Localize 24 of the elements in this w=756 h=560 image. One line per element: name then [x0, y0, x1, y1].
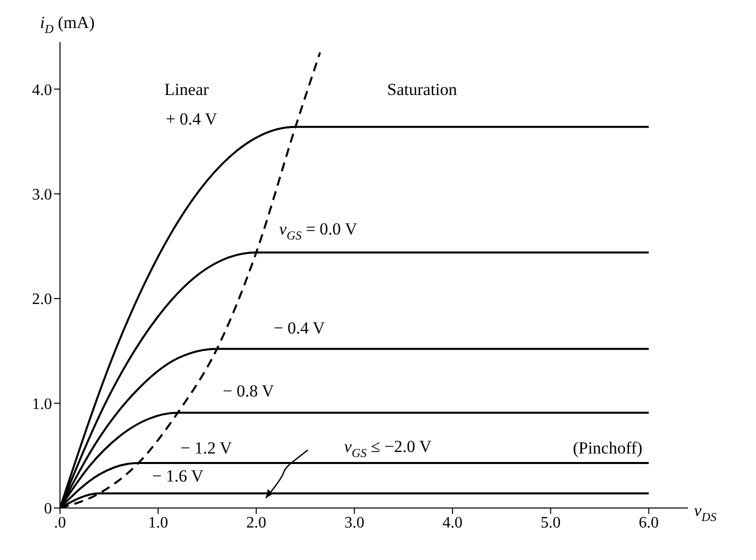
y-axis-title: i$_{D}$ (mA) — [40, 12, 95, 36]
x-tick-label: .0 — [54, 514, 66, 532]
annotation: Linear — [164, 80, 210, 99]
y-tick-label: 0 — [44, 500, 52, 518]
x-tick-label: 5.0 — [540, 514, 561, 532]
annotation: − 0.4 V — [274, 318, 326, 338]
x-tick-label: 6.0 — [638, 514, 659, 532]
x-tick-label: 3.0 — [344, 514, 364, 532]
y-tick-label: 4.0 — [32, 82, 52, 99]
annotation: Saturation — [387, 80, 458, 99]
annotation: − 0.8 V — [222, 381, 275, 400]
annotation: v$_{GS}$ = 0.0 V — [279, 218, 358, 242]
annotation: + 0.4 V — [166, 108, 218, 128]
x-tick-label: 1.0 — [148, 514, 168, 532]
annotation: − 1.6 V — [152, 466, 204, 485]
x-tick-label: 4.0 — [442, 514, 462, 532]
y-tick-label: 1.0 — [32, 396, 52, 413]
x-axis-title: v$_{DS}$ — [694, 500, 716, 524]
y-tick-label: 2.0 — [32, 291, 52, 308]
y-tick-label: 3.0 — [32, 186, 52, 204]
annotation: v$_{GS}$ ≤ −2.0 V — [344, 436, 432, 460]
x-tick-label: 2.0 — [246, 514, 266, 532]
annotation: − 1.2 V — [180, 438, 233, 457]
annotation: (Pinchoff) — [572, 438, 642, 457]
